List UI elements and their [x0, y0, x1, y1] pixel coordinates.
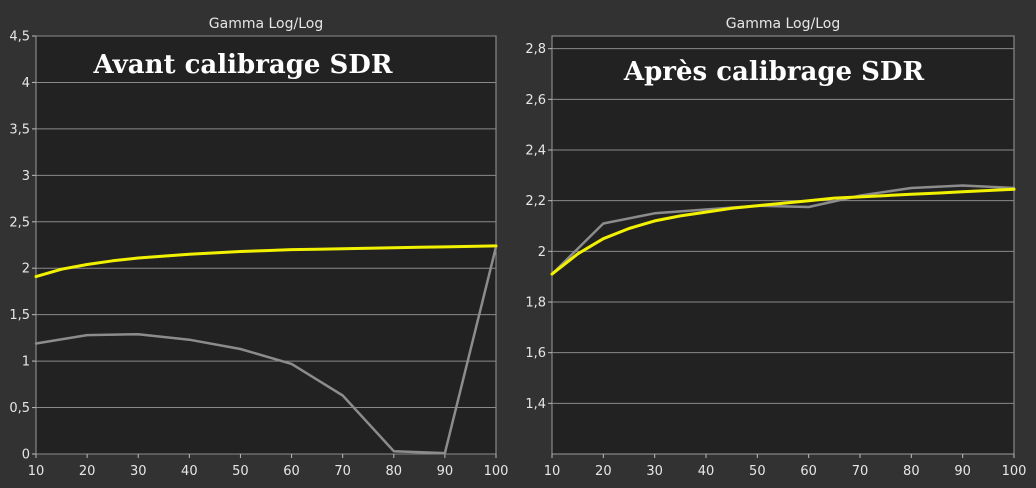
chart-after-calibration: 1,4 1,6 1,8 2 2,2 2,4 2,6 2,8 10 20 30 40 50 60 70 80 9… — [525, 16, 1026, 479]
measured-gamma-line — [34, 245, 498, 455]
y-tick-label: 1,4 — [525, 397, 546, 412]
y-tick-label: 0,5 — [9, 401, 30, 416]
y-tick-label: 2 — [22, 262, 30, 277]
y-tick-label: 1,5 — [9, 308, 30, 323]
target-gamma-line — [550, 187, 1016, 276]
chart-before-calibration: 00,511,522,533,544,5 10 20 30 40 50 60 70 80 90 1… — [9, 16, 508, 479]
y-tick-label: 4 — [22, 76, 30, 91]
chart-title: Gamma Log/Log — [726, 16, 840, 32]
x-tick-label: 80 — [386, 464, 403, 479]
x-tick-label: 80 — [903, 464, 920, 479]
chart-title: Gamma Log/Log — [209, 16, 323, 32]
x-tick-label: 40 — [698, 464, 715, 479]
x-tick-label: 90 — [954, 464, 971, 479]
x-tick-label: 30 — [130, 464, 147, 479]
x-tick-label: 90 — [437, 464, 454, 479]
x-tick-label: 10 — [28, 464, 45, 479]
x-axis-tick-labels: 10 20 30 40 50 60 70 80 90 100 — [544, 464, 1027, 479]
plot-area — [551, 35, 1015, 455]
y-tick-label: 3 — [22, 169, 30, 184]
x-tick-label: 20 — [595, 464, 612, 479]
y-tick-label: 3,5 — [9, 122, 30, 137]
y-tick-label: 2,6 — [525, 93, 546, 108]
x-tick-label: 30 — [646, 464, 663, 479]
x-tick-label: 60 — [800, 464, 817, 479]
x-tick-label: 70 — [852, 464, 869, 479]
chart-annotation: Après calibrage SDR — [623, 57, 925, 87]
x-tick-label: 20 — [79, 464, 96, 479]
y-tick-label: 1 — [22, 355, 30, 370]
y-tick-label: 2,2 — [525, 194, 546, 209]
x-tick-label: 100 — [1002, 464, 1027, 479]
plot-area — [35, 35, 497, 455]
y-tick-label: 2 — [538, 245, 546, 260]
y-tick-label: 1,8 — [525, 296, 546, 311]
x-tick-label: 50 — [749, 464, 766, 479]
y-axis-tick-labels: 0 0,5 1 1,5 2 2,5 3 3,5 4 4,5 — [9, 30, 30, 463]
y-tick-label: 1,6 — [525, 346, 546, 361]
gridlines — [32, 35, 497, 458]
y-tick-label: 2,5 — [9, 215, 30, 230]
x-tick-label: 70 — [334, 464, 351, 479]
target-gamma-line — [34, 244, 498, 279]
x-tick-label: 60 — [283, 464, 300, 479]
x-tick-label: 50 — [232, 464, 249, 479]
y-axis-tick-labels: 1,4 1,6 1,8 2 2,2 2,4 2,6 2,8 — [525, 42, 546, 412]
chart-annotation: Avant calibrage SDR — [93, 50, 393, 80]
gridlines — [548, 48, 1015, 458]
series-layer — [34, 244, 498, 455]
y-tick-label: 2,4 — [525, 144, 546, 159]
y-tick-label: 2,8 — [525, 42, 546, 57]
x-tick-label: 40 — [181, 464, 198, 479]
y-tick-label: 0 — [22, 448, 30, 463]
measured-gamma-line — [550, 184, 1016, 276]
x-tick-label: 10 — [544, 464, 561, 479]
series-layer — [550, 184, 1016, 276]
y-tick-label: 4,5 — [9, 30, 30, 45]
x-axis-tick-labels: 10 20 30 40 50 60 70 80 90 100 — [28, 464, 509, 479]
x-tick-label: 100 — [484, 464, 509, 479]
